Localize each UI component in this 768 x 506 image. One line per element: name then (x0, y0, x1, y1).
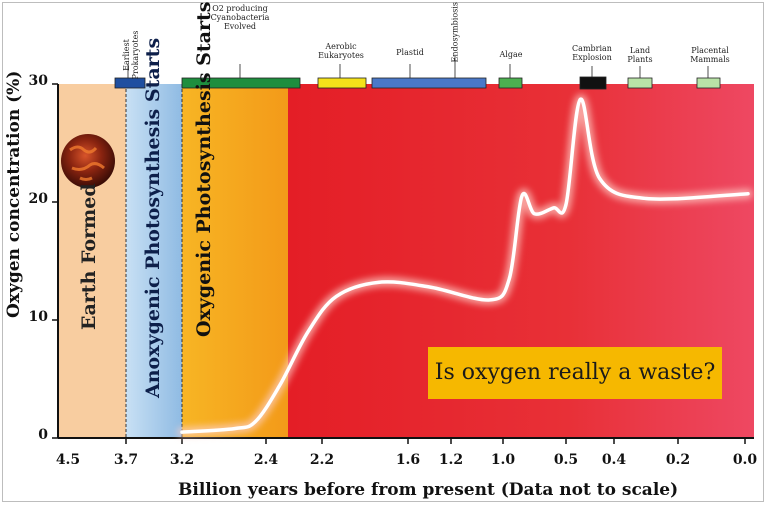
x-axis-title: Billion years before from present (Data … (178, 480, 679, 500)
x-tick-label: 4.5 (55, 452, 81, 468)
y-tick-label: 10 (28, 309, 48, 325)
x-tick-label: 2.2 (309, 452, 335, 468)
y-axis-title: Oxygen concentration (%) (4, 70, 24, 318)
x-tick-label: 2.4 (253, 452, 279, 468)
event-bar-land-plants (627, 77, 653, 89)
y-tick-label: 20 (28, 191, 48, 207)
x-tick-label: 3.2 (169, 452, 195, 468)
anoxygenic-region (126, 84, 182, 438)
event-bar-plastid-endosymbiosis (371, 77, 487, 89)
event-label-plastid: Plastid (396, 48, 424, 57)
earth-planet-icon (69, 145, 105, 181)
event-bar-placental-mammals (696, 77, 721, 89)
event-label-placental-mammals: Placental Mammals (690, 46, 730, 64)
x-tick-label: 1.0 (490, 452, 516, 468)
event-label-aerobic-eukaryotes: Aerobic Eukaryotes (318, 42, 364, 60)
region-label-earth-formed: Earth Formed (78, 183, 100, 330)
x-tick-label: 0.0 (732, 452, 758, 468)
callout-box: Is oxygen really a waste? (428, 347, 722, 399)
oxygen-curve (180, 97, 750, 434)
event-bar-earliest-prokaryotes (114, 77, 146, 89)
event-bar-cambrian (579, 76, 607, 90)
region-label-oxygenic: Oxygenic Photosynthesis Starts (193, 1, 215, 337)
event-label-algae: Algae (499, 50, 523, 59)
event-bar-cyanobacteria (181, 77, 301, 89)
event-bar-aerobic-eukaryotes (317, 77, 367, 89)
y-tick-label: 30 (28, 73, 48, 89)
event-label-earliest-prokaryotes: Earliest Prokaryotes (122, 30, 140, 80)
event-label-cyanobacteria: O2 producing Cyanobacteria Evolved (210, 4, 270, 31)
event-label-land-plants: Land Plants (627, 46, 653, 64)
axis-ticks (52, 83, 746, 444)
oxygenic-region (182, 84, 288, 438)
x-tick-label: 0.5 (553, 452, 579, 468)
event-bar-algae (498, 77, 523, 89)
x-tick-label: 3.7 (113, 452, 139, 468)
event-ticks (127, 56, 709, 78)
x-tick-label: 1.6 (395, 452, 421, 468)
x-tick-label: 0.4 (601, 452, 627, 468)
event-label-endosymbiosis: Endosymbiosis (450, 2, 460, 63)
event-label-cambrian: Cambrian Explosion (572, 44, 612, 62)
x-tick-label: 1.2 (438, 452, 464, 468)
x-tick-label: 0.2 (665, 452, 691, 468)
y-tick-label: 0 (38, 427, 48, 443)
region-label-anoxygenic: Anoxygenic Photosynthesis Starts (142, 37, 164, 398)
